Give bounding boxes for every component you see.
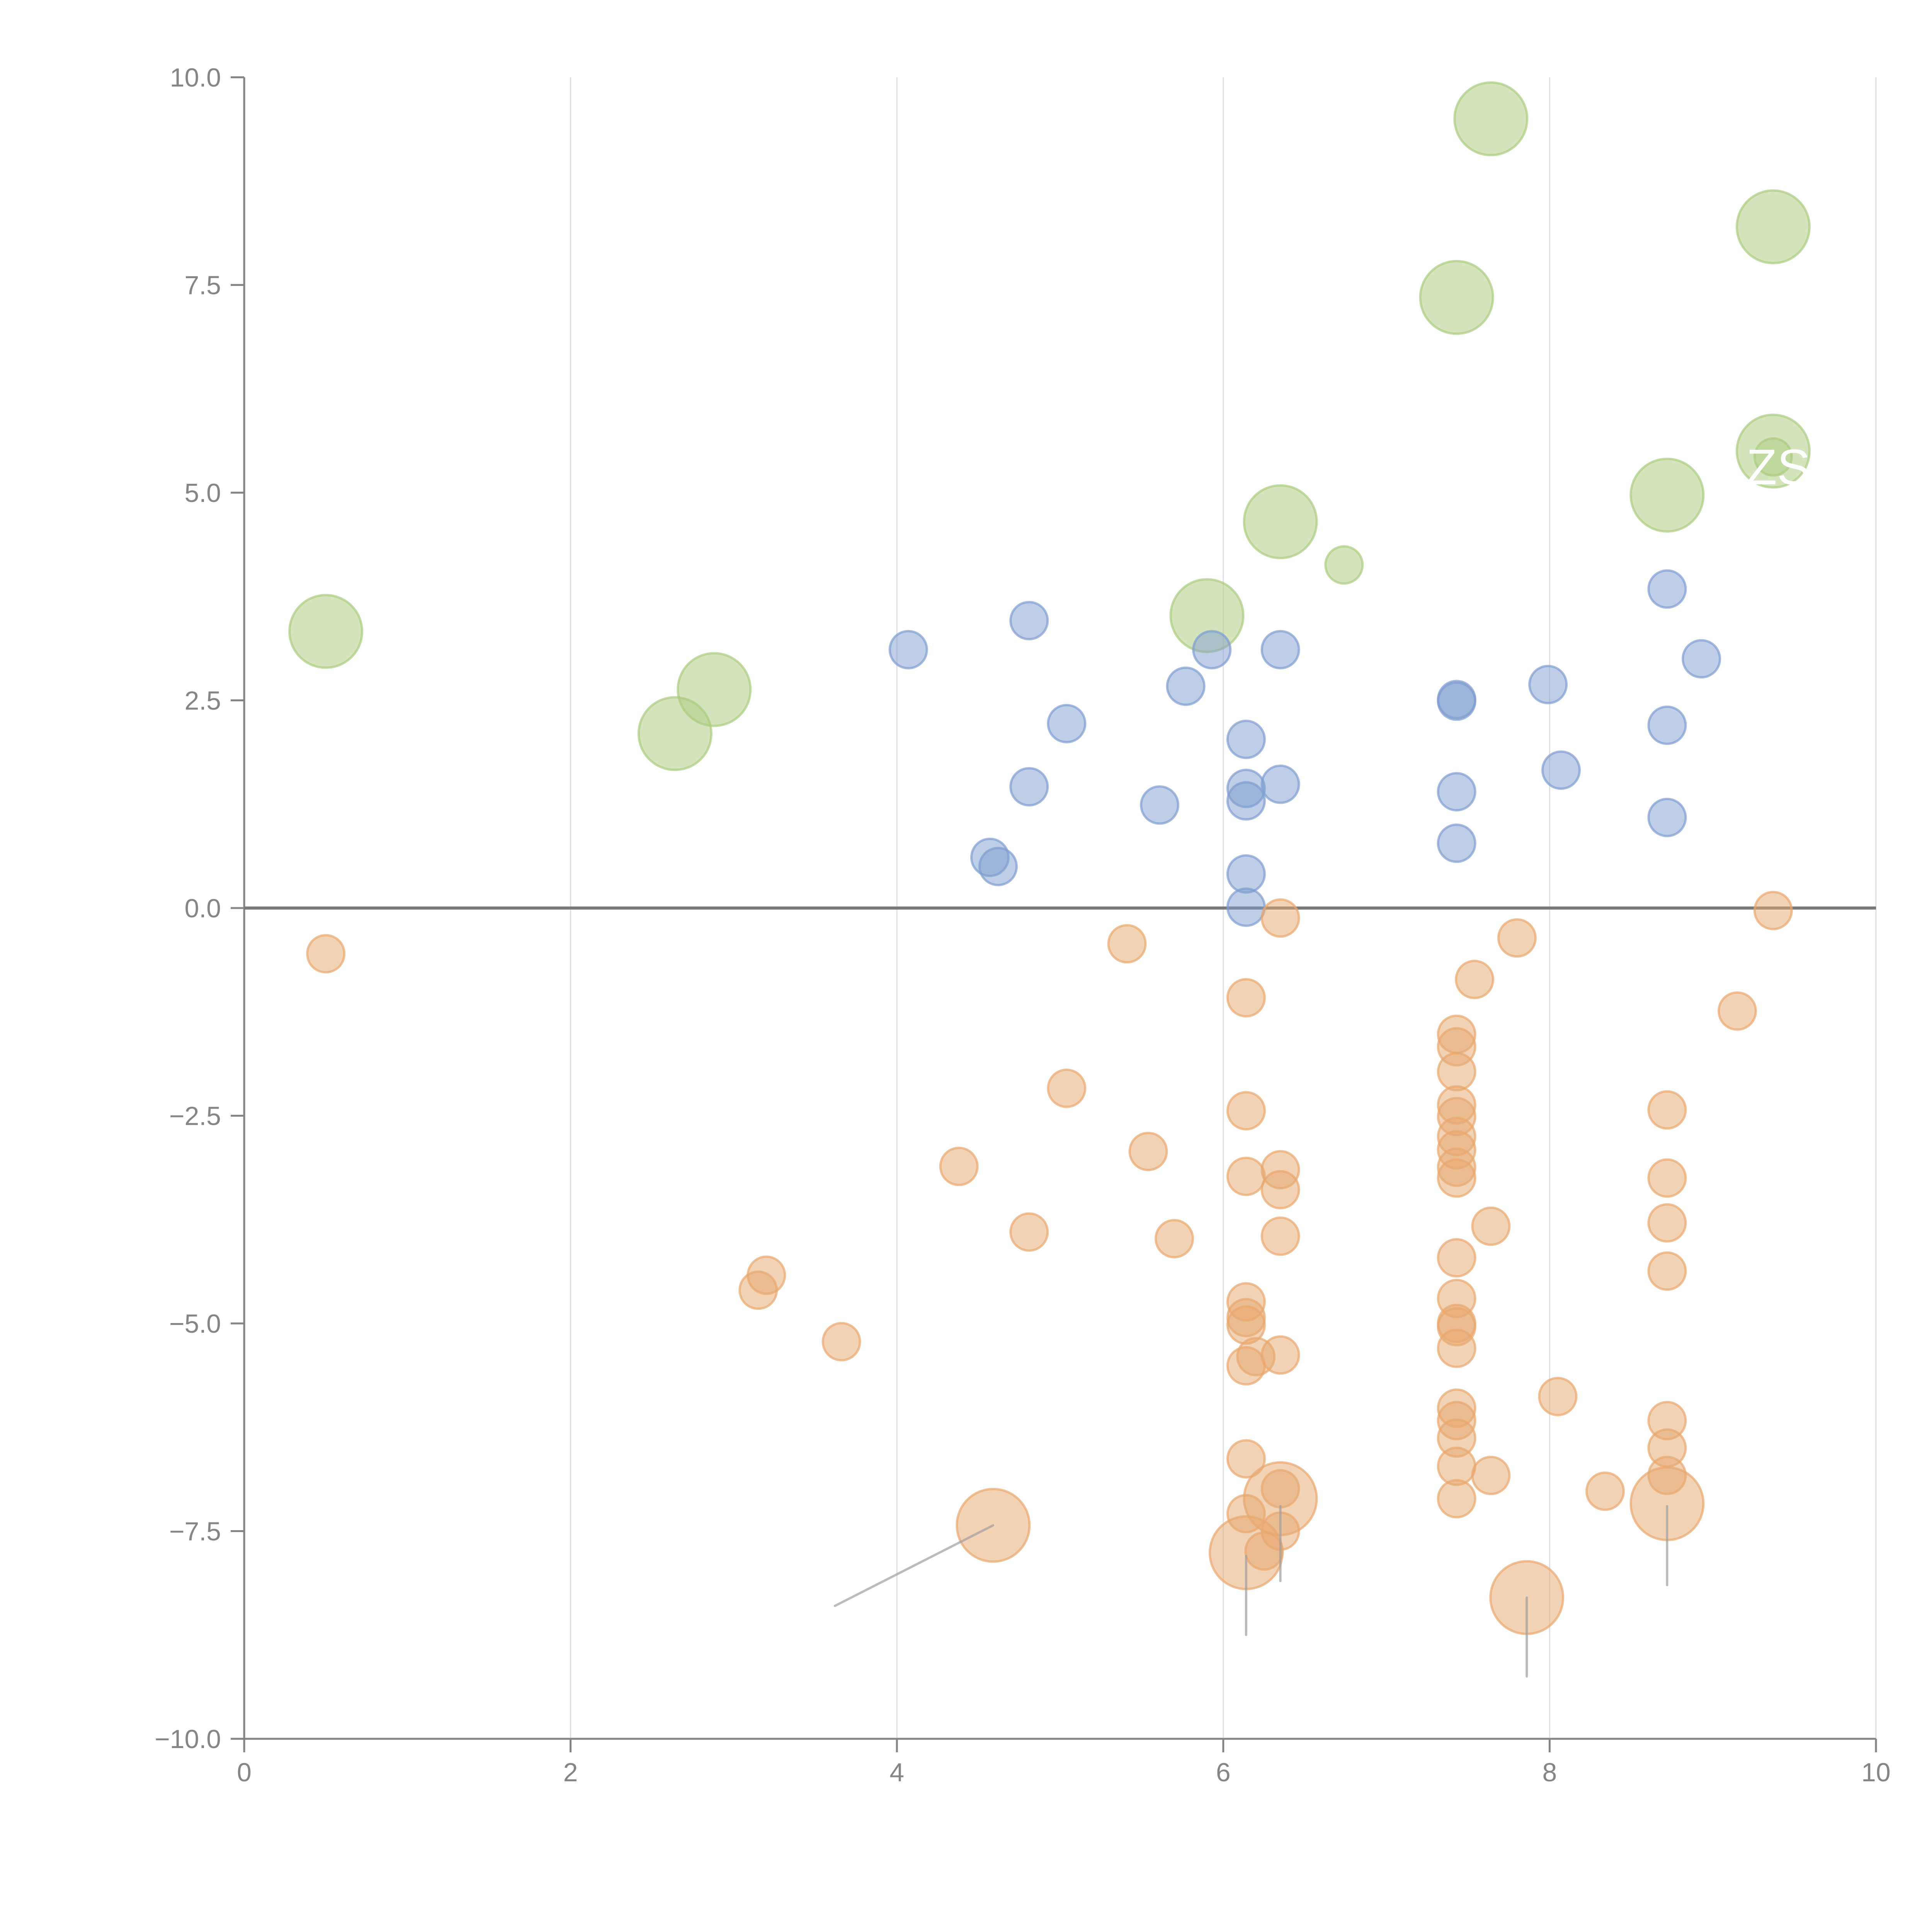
green-bubble [1629, 457, 1705, 533]
orange-bubble [1455, 959, 1495, 999]
green-bubble [1419, 260, 1494, 335]
orange-bubble [1647, 1203, 1687, 1243]
blue-bubble [1528, 665, 1568, 704]
blue-bubble [1682, 639, 1721, 679]
y-tick-label: 2.5 [184, 686, 221, 716]
orange-bubble [1107, 924, 1147, 964]
blue-bubble [1260, 630, 1300, 670]
blue-bubble [1140, 785, 1180, 825]
orange-bubble [1128, 1131, 1168, 1171]
blue-bubble [978, 847, 1018, 886]
leader-line [833, 1524, 995, 1607]
orange-bubble [1538, 1377, 1578, 1417]
orange-bubble [1497, 918, 1537, 958]
orange-bubble [1260, 898, 1300, 938]
data-points [288, 81, 1811, 1635]
green-bubble [1453, 81, 1529, 156]
orange-bubble [1647, 1090, 1687, 1130]
x-tick-label: 6 [1216, 1758, 1231, 1787]
blue-bubble [1647, 569, 1687, 609]
orange-bubble [1226, 1156, 1266, 1196]
y-tick-label: −7.5 [169, 1517, 221, 1546]
orange-bubble [1437, 1158, 1476, 1198]
orange-bubble [1226, 1439, 1266, 1479]
orange-bubble [821, 1322, 861, 1362]
blue-bubble [1009, 767, 1049, 807]
orange-bubble [1471, 1456, 1511, 1495]
orange-bubble [1226, 978, 1266, 1018]
x-tick-label: 4 [889, 1758, 904, 1787]
y-tick-label: −2.5 [169, 1102, 221, 1131]
y-tick-label: 0.0 [184, 894, 221, 923]
y-tick-label: −10.0 [155, 1725, 221, 1754]
blue-bubble [1009, 601, 1049, 641]
blue-bubble [1260, 764, 1300, 804]
orange-bubble [1226, 1091, 1266, 1131]
orange-bubble [306, 934, 346, 974]
x-tick-label: 8 [1542, 1758, 1557, 1787]
blue-bubble [1437, 823, 1476, 863]
blue-bubble [1192, 630, 1232, 670]
blue-bubble [888, 630, 928, 670]
blue-bubble [1437, 681, 1476, 721]
x-axis-ticks: 0 2 4 6 8 10 [237, 1739, 1891, 1787]
annotations: AZS [833, 439, 1811, 1678]
blue-bubble [1166, 666, 1206, 706]
blue-bubble [1047, 704, 1087, 743]
y-tick-label: 10.0 [170, 63, 221, 92]
green-bubble [1243, 484, 1318, 560]
orange-bubble [1047, 1068, 1087, 1108]
orange-bubble [1437, 1328, 1476, 1368]
orange-bubble [1260, 1216, 1300, 1256]
orange-bubble [1647, 1251, 1687, 1291]
blue-bubble [1647, 798, 1687, 837]
y-tick-label: −5.0 [169, 1309, 221, 1338]
y-tick-label: 7.5 [184, 271, 221, 300]
green-bubble [1735, 189, 1811, 264]
orange-bubble [1437, 1052, 1476, 1092]
axes [243, 77, 1876, 1740]
orange-bubble [1471, 1206, 1511, 1246]
orange-bubble [1753, 891, 1793, 930]
orange-bubble [1437, 1479, 1476, 1519]
orange-bubble [1155, 1219, 1194, 1259]
orange-bubble [1647, 1158, 1687, 1198]
orange-bubble [1260, 1170, 1300, 1209]
orange-bubble [1585, 1471, 1625, 1511]
blue-bubble [1647, 706, 1687, 745]
blue-bubble [1226, 781, 1266, 821]
y-axis-ticks: 10.0 7.5 5.0 2.5 0.0 −2.5 −5.0 −7.5 −10.0 [155, 63, 244, 1754]
orange-bubble [1009, 1212, 1049, 1252]
y-tick-label: 5.0 [184, 478, 221, 508]
green-bubble [677, 652, 752, 727]
x-tick-label: 0 [237, 1758, 252, 1787]
x-tick-label: 2 [563, 1758, 578, 1787]
orange-bubble [747, 1255, 786, 1295]
orange-bubble [939, 1146, 979, 1186]
orange-bubble [1260, 1335, 1300, 1375]
orange-bubble [1718, 991, 1757, 1031]
blue-bubble [1226, 887, 1266, 927]
orange-bubble [1437, 1238, 1476, 1278]
blue-bubble [1226, 719, 1266, 759]
green-bubble [1324, 545, 1364, 585]
blue-bubble [1541, 750, 1581, 790]
annotation-label: AZS [1713, 439, 1811, 495]
x-tick-label: 10 [1861, 1758, 1891, 1787]
green-bubble [288, 594, 364, 669]
blue-bubble [1226, 854, 1266, 894]
green-bubble [1753, 437, 1793, 477]
blue-bubble [1437, 772, 1476, 811]
